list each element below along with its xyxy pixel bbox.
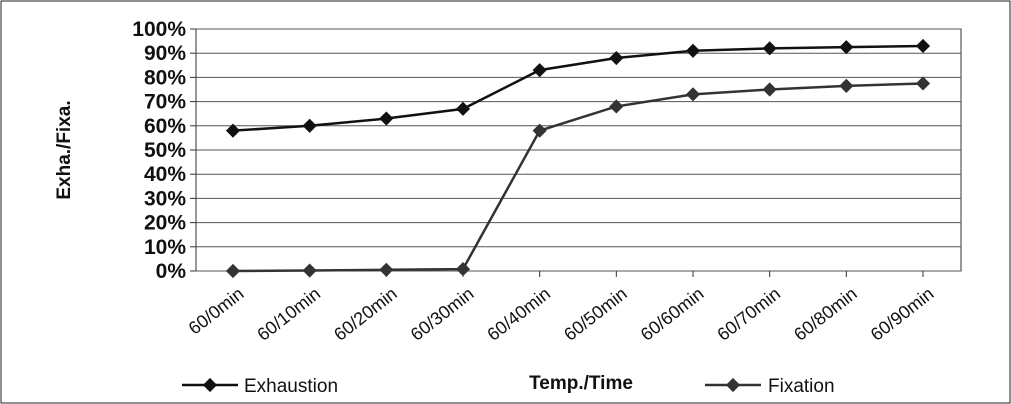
- legend-marker-fixation: [725, 377, 741, 393]
- legend-item-exhaustion: Exhaustion: [182, 376, 338, 397]
- data-point: [379, 262, 394, 277]
- data-point: [685, 87, 701, 102]
- series: [225, 38, 931, 279]
- y-axis: 0%10%20%30%40%50%60%70%80%90%100%: [132, 18, 196, 283]
- data-point: [225, 263, 241, 279]
- grid: [196, 28, 961, 272]
- data-point: [609, 50, 624, 66]
- data-point: [839, 40, 854, 55]
- y-tick-label: 100%: [132, 18, 186, 41]
- data-point: [302, 263, 317, 278]
- data-point: [455, 101, 471, 116]
- y-tick-label: 40%: [144, 163, 186, 186]
- y-tick-label: 50%: [144, 139, 186, 162]
- y-tick-label: 0%: [156, 260, 187, 283]
- y-tick-label: 10%: [144, 236, 186, 259]
- y-axis-label: Exha./Fixa.: [54, 100, 75, 199]
- series-line-1: [232, 82, 924, 273]
- data-point: [609, 99, 624, 114]
- data-point: [915, 76, 931, 91]
- legend-marker-exhaustion: [202, 377, 218, 393]
- series-line-0: [232, 44, 924, 132]
- data-point: [685, 43, 701, 58]
- y-tick-label: 30%: [144, 187, 186, 210]
- legend-label-fixation: Fixation: [768, 376, 835, 397]
- data-point: [455, 261, 471, 277]
- x-axis-label: Temp./Time: [529, 373, 633, 394]
- data-point: [762, 41, 777, 56]
- y-tick-label: 80%: [144, 66, 186, 89]
- legend-item-fixation: Fixation: [705, 376, 835, 397]
- y-tick-label: 90%: [144, 42, 186, 65]
- data-point: [379, 111, 394, 126]
- data-point: [915, 38, 931, 54]
- data-point: [762, 82, 777, 97]
- data-point: [839, 78, 854, 93]
- y-tick-label: 20%: [144, 212, 186, 235]
- legend-label-exhaustion: Exhaustion: [244, 376, 338, 397]
- legend: Exhaustion Fixation: [182, 376, 835, 397]
- y-tick-label: 70%: [144, 91, 186, 114]
- y-tick-label: 60%: [144, 115, 186, 138]
- data-point: [302, 118, 317, 133]
- data-point: [532, 63, 547, 78]
- data-point: [532, 123, 547, 138]
